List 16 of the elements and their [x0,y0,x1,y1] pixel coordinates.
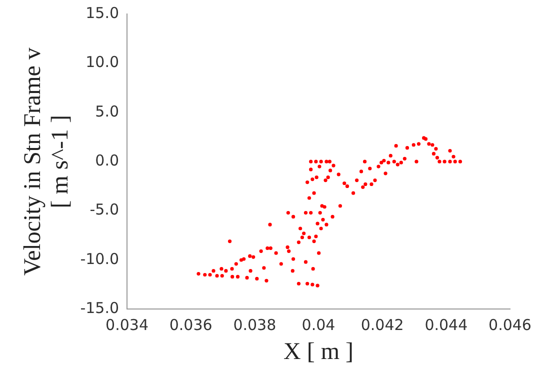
y-tick-label: -15.0 [80,299,120,318]
y-tick-label: 15.0 [86,4,120,22]
y-tick-label: -10.0 [80,250,120,268]
x-tick-label: 0.038 [233,316,276,334]
y-tick-label: 5.0 [95,102,120,120]
y-axis-title: Velocity in Stn Frame v [ m s^-1 ] [20,48,74,276]
x-tick-label: 0.04 [302,316,336,334]
x-tick-label: 0.034 [106,316,148,334]
x-tick-label: 0.036 [169,316,212,334]
x-tick-label: 0.042 [360,316,404,334]
x-axis-title: X [ m ] [284,338,354,365]
y-tick-label: 0.0 [95,151,120,170]
x-tick-label: 0.046 [488,316,532,334]
y-tick-label: -5.0 [90,200,120,219]
y-tick-label: 10.0 [86,53,120,72]
x-tick-label: 0.044 [424,316,468,334]
